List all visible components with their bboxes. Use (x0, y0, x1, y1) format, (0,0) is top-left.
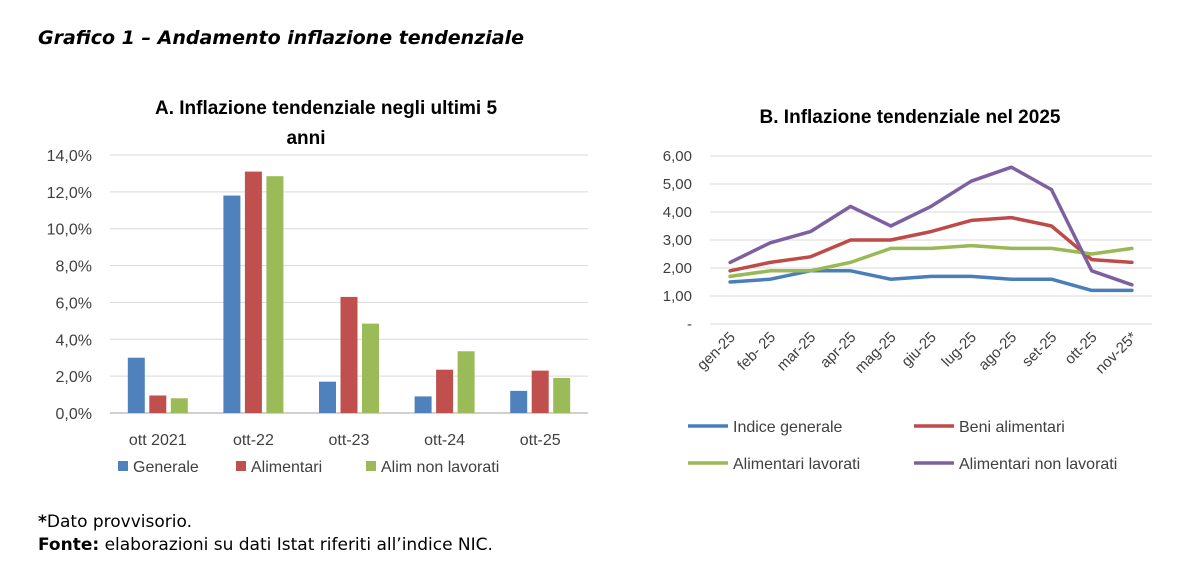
bar (362, 323, 379, 413)
chart-b-lines (728, 165, 1134, 293)
bar (414, 396, 432, 413)
legend-label: Alimentari lavorati (733, 456, 860, 473)
y-tick-label: 5,00 (663, 176, 692, 193)
bar (457, 351, 475, 413)
line-chart-inflation-2025: B. Inflazione tendenziale nel 2025 - 1,00… (663, 107, 1152, 473)
chart-b-title: B. Inflazione tendenziale nel 2025 (760, 107, 1061, 128)
x-tick-label: gen-25 (694, 329, 739, 374)
legend-label: Beni alimentari (959, 419, 1065, 436)
y-tick-label: 2,0% (56, 369, 92, 386)
x-tick-label: ott-22 (233, 432, 274, 449)
chart-a-title-line1: A. Inflazione tendenziale negli ultimi 5 (155, 98, 497, 119)
legend-label: Alimentari non lavorati (959, 456, 1117, 473)
x-tick-label: feb- 25 (734, 329, 779, 374)
provisional-note: *Dato provvisorio. (38, 511, 493, 534)
bar (149, 395, 167, 413)
bar (319, 381, 336, 413)
x-tick-label: mag-25 (852, 329, 900, 377)
y-tick-label: 3,00 (663, 232, 692, 249)
chart-a-bars (127, 171, 571, 413)
series-line (728, 243, 1134, 279)
bar (553, 377, 571, 413)
chart-a-title-line2: anni (286, 128, 325, 149)
source-note: Fonte: elaborazioni su dati Istat riferi… (38, 534, 493, 557)
x-tick-label: ott-25 (520, 432, 561, 449)
bar (436, 369, 454, 413)
chart-b-y-axis: - 1,00 2,00 3,00 4,00 5,00 6,00 (663, 148, 692, 333)
x-tick-label: nov-25* (1092, 329, 1141, 378)
chart-b-legend: Indice generale Beni alimentari Alimentari… (688, 419, 1117, 473)
bar (223, 195, 241, 413)
chart-a-x-axis: ott 2021 ott-22 ott-23 ott-24 ott-25 (129, 432, 561, 449)
x-tick-label: ott-24 (424, 432, 465, 449)
series-line (728, 165, 1134, 287)
source-label: Fonte: (38, 535, 100, 555)
asterisk: * (38, 512, 47, 532)
y-tick-label: 14,0% (47, 148, 92, 165)
y-tick-label: 8,0% (56, 259, 92, 276)
bar (340, 296, 358, 413)
x-tick-label: lug-25 (939, 329, 981, 371)
bar (510, 390, 528, 413)
legend-label: Alimentari (251, 459, 322, 476)
provisional-note-text: Dato provvisorio. (46, 512, 192, 532)
series-line (728, 269, 1134, 293)
y-tick-label: - (687, 316, 692, 333)
x-tick-label: ott-23 (329, 432, 370, 449)
x-tick-label: set-25 (1019, 329, 1061, 371)
bar (266, 176, 284, 413)
chart-a-legend: Generale Alimentari Alim non lavorati (118, 459, 499, 476)
x-tick-label: mar-25 (774, 329, 820, 375)
y-tick-label: 6,00 (663, 148, 692, 165)
page-title: Grafico 1 – Andamento inflazione tendenz… (38, 27, 525, 49)
y-tick-label: 12,0% (47, 185, 92, 202)
y-tick-label: 4,00 (663, 204, 692, 221)
source-text: elaborazioni su dati Istat riferiti all’… (99, 535, 493, 555)
y-tick-label: 1,00 (663, 288, 692, 305)
bar (244, 171, 262, 413)
bar (170, 398, 188, 413)
y-tick-label: 4,0% (56, 332, 92, 349)
legend-label: Alim non lavorati (381, 459, 499, 476)
y-tick-label: 2,00 (663, 260, 692, 277)
y-tick-label: 6,0% (56, 295, 92, 312)
x-tick-label: ott 2021 (129, 432, 187, 449)
legend-swatch (236, 461, 246, 471)
bar-chart-inflation-5-years: A. Inflazione tendenziale negli ultimi 5… (47, 98, 588, 476)
bar (127, 357, 145, 413)
legend-swatch (366, 461, 376, 471)
footnote: *Dato provvisorio. Fonte: elaborazioni s… (38, 511, 493, 557)
series-line (728, 215, 1134, 273)
legend-label: Indice generale (733, 419, 843, 436)
legend-label: Generale (133, 459, 199, 476)
x-tick-label: ago-25 (975, 329, 1020, 374)
legend-swatch (118, 461, 128, 471)
y-tick-label: 10,0% (47, 222, 92, 239)
x-tick-label: giu-25 (898, 329, 940, 371)
bar (531, 370, 549, 413)
chart-a-y-axis: 0,0% 2,0% 4,0% 6,0% 8,0% 10,0% 12,0% 14,0% (47, 148, 92, 423)
y-tick-label: 0,0% (56, 406, 92, 423)
